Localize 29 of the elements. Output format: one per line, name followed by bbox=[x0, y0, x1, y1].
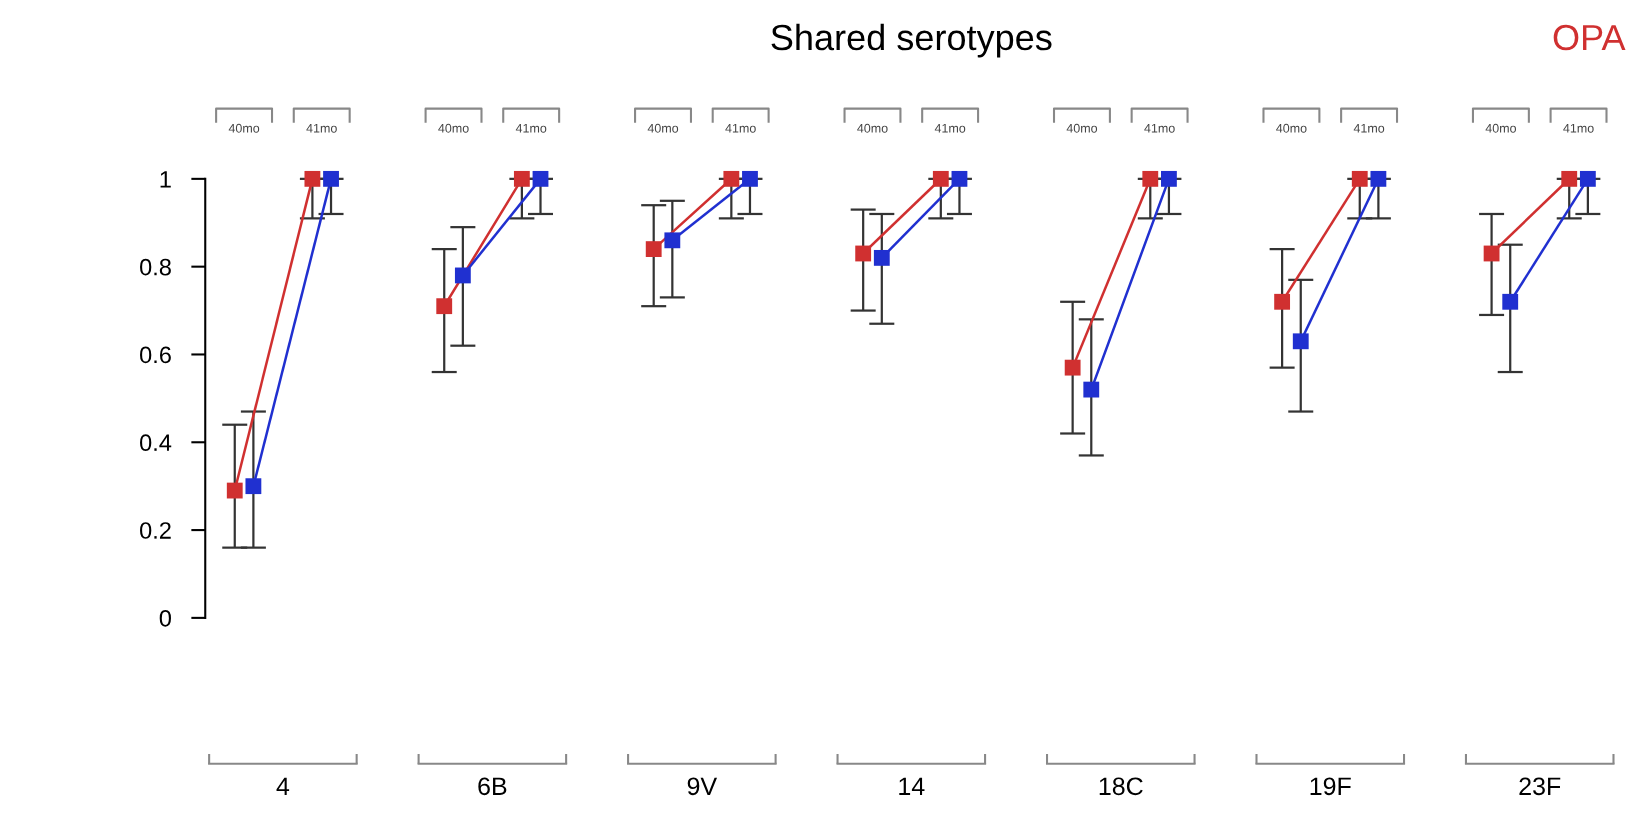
x-tick-label: 40mo bbox=[1276, 123, 1307, 133]
x-axis-title: 18C bbox=[1099, 777, 1143, 796]
x-axis-title: 23F bbox=[1519, 777, 1561, 796]
x-tick-label: 41mo bbox=[725, 123, 756, 133]
y-tick-label: 1 bbox=[160, 171, 171, 188]
x-axis-title: 19F bbox=[1310, 777, 1351, 796]
y-tick-label: 0.4 bbox=[140, 434, 172, 452]
x-tick-label: 40mo bbox=[647, 123, 679, 133]
x-tick-label: 41mo bbox=[306, 123, 337, 133]
x-axis-title: 4 bbox=[276, 777, 290, 795]
y-tick-label: 0.6 bbox=[140, 346, 171, 364]
x-tick-label: 41mo bbox=[515, 123, 547, 133]
y-tick-label: 0.2 bbox=[140, 522, 171, 539]
x-axis-title: 6B bbox=[478, 777, 507, 796]
x-tick-label: 40mo bbox=[857, 123, 888, 133]
y-tick-label: 0.8 bbox=[140, 258, 171, 276]
y-tick-label: 0 bbox=[159, 609, 171, 627]
x-tick-label: 40mo bbox=[438, 123, 469, 133]
x-tick-label: 40mo bbox=[1066, 123, 1098, 133]
x-axis-title: 14 bbox=[899, 777, 925, 795]
x-tick-label: 41mo bbox=[1563, 123, 1594, 133]
x-tick-label: 41mo bbox=[934, 123, 966, 133]
text: OPA bbox=[1553, 24, 1626, 51]
x-tick-label: 41mo bbox=[1144, 123, 1175, 133]
x-tick-label: 40mo bbox=[228, 123, 260, 133]
x-tick-label: 41mo bbox=[1353, 123, 1385, 133]
text: Shared serotypes bbox=[771, 23, 1052, 58]
x-tick-label: 40mo bbox=[1485, 123, 1517, 133]
x-axis-title: 9V bbox=[687, 777, 718, 796]
